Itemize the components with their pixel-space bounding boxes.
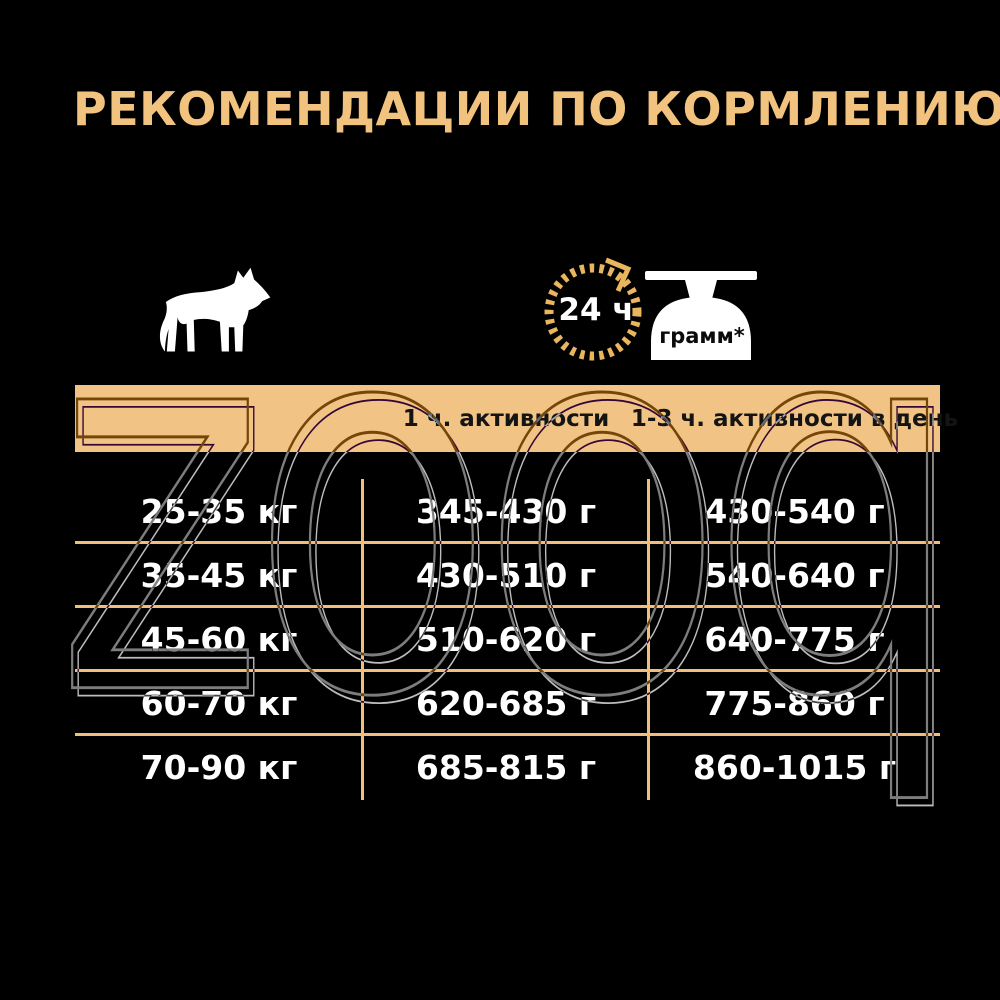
header-weight — [75, 385, 363, 452]
portion-1h-cell: 510-620 г — [415, 620, 597, 659]
portion-1h-cell: 345-430 г — [415, 491, 597, 531]
table-row: 45-60 кг 510-620 г 640-775 г — [75, 607, 940, 671]
clock-24h-label: 24 ч — [558, 292, 634, 328]
scale-gram-label: грамм* — [659, 324, 745, 348]
portion-1h-cell: 430-510 г — [415, 555, 597, 595]
dog-silhouette-icon — [159, 267, 271, 352]
scale-icon — [645, 271, 757, 360]
portion-1-3h-cell: 540-640 г — [704, 555, 885, 595]
portion-1-3h-cell: 860-1015 г — [692, 748, 897, 788]
row-divider — [75, 605, 940, 608]
column-divider — [361, 479, 364, 800]
portion-1-3h-cell: 775-860 г — [704, 684, 885, 724]
row-divider — [75, 541, 940, 544]
portion-1h-cell: 685-815 г — [415, 748, 597, 788]
portion-1h-cell: 620-685 г — [415, 684, 597, 724]
weight-cell: 25-35 кг — [140, 491, 298, 531]
header-activity-1h: 1 ч. активности — [402, 405, 610, 432]
row-divider — [75, 733, 940, 736]
table-header-bar: 1 ч. активности 1-3 ч. активности в день — [75, 385, 959, 452]
table-row: 70-90 кг 685-815 г 860-1015 г — [75, 736, 940, 800]
table-row: 35-45 кг 430-510 г 540-640 г — [75, 543, 940, 607]
weight-cell: 35-45 кг — [140, 555, 298, 595]
header-activity-1-3h: 1-3 ч. активности в день — [630, 405, 959, 432]
table-row: 60-70 кг 620-685 г 775-860 г — [75, 672, 940, 736]
weight-cell: 60-70 кг — [140, 684, 298, 724]
table-row: 25-35 кг 345-430 г 430-540 г — [75, 479, 940, 543]
24h-clock-icon — [544, 257, 642, 361]
weight-cell: 45-60 кг — [140, 620, 298, 659]
portion-1-3h-cell: 430-540 г — [704, 491, 885, 531]
feeding-table: 25-35 кг 345-430 г 430-540 г 35-45 кг 43… — [75, 479, 940, 800]
column-divider — [647, 479, 650, 800]
portion-1-3h-cell: 640-775 г — [704, 620, 885, 659]
page-title: РЕКОМЕНДАЦИИ ПО КОРМЛЕНИЮ — [73, 82, 1000, 136]
row-divider — [75, 669, 940, 672]
weight-cell: 70-90 кг — [140, 748, 298, 788]
